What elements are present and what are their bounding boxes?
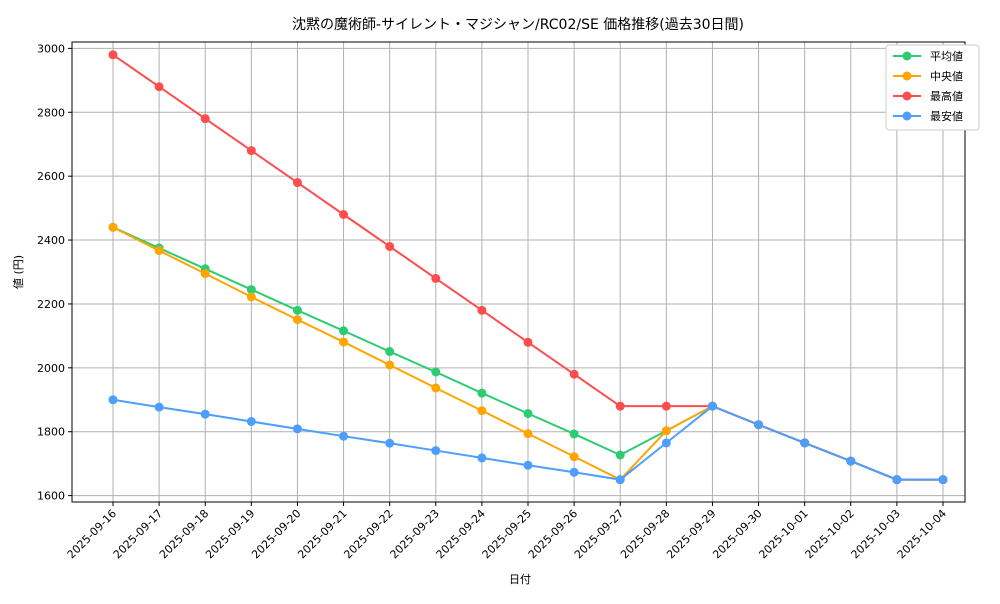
y-tick-label: 2800 (37, 106, 65, 119)
data-point (477, 453, 487, 463)
data-point (292, 178, 302, 188)
data-point (846, 456, 856, 466)
y-tick-label: 3000 (37, 42, 65, 55)
series-3 (108, 395, 948, 485)
data-point (339, 337, 349, 347)
data-point (246, 146, 256, 156)
data-point (615, 401, 625, 411)
data-point (569, 452, 579, 462)
data-point (477, 406, 487, 416)
data-point (477, 305, 487, 315)
data-point (154, 82, 164, 92)
y-tick-label: 2200 (37, 298, 65, 311)
data-point (431, 273, 441, 283)
data-point (569, 467, 579, 477)
legend-marker (902, 51, 912, 61)
data-point (292, 424, 302, 434)
data-point (385, 438, 395, 448)
data-point (108, 222, 118, 232)
legend-marker (902, 91, 912, 101)
y-tick-label: 1800 (37, 426, 65, 439)
data-point (200, 114, 210, 124)
y-tick-label: 2600 (37, 170, 65, 183)
data-point (661, 438, 671, 448)
data-point (200, 409, 210, 419)
legend-label: 最安値 (930, 109, 963, 123)
data-point (385, 347, 395, 357)
data-point (523, 409, 533, 419)
data-point (523, 337, 533, 347)
data-point (615, 475, 625, 485)
legend-label: 最高値 (930, 89, 963, 103)
legend-box (885, 44, 980, 131)
data-point (754, 420, 764, 430)
data-point (246, 292, 256, 302)
plot-frame (71, 41, 966, 503)
data-point (200, 269, 210, 279)
data-point (569, 369, 579, 379)
y-tick-label: 1600 (37, 490, 65, 503)
x-tick-label: 2025-10-04 (895, 507, 949, 561)
data-point (523, 460, 533, 470)
data-point (154, 246, 164, 256)
y-axis-label: 値 (円) (12, 255, 25, 289)
x-axis-label: 日付 (509, 573, 531, 586)
data-point (246, 285, 256, 295)
data-point (108, 50, 118, 60)
data-point (477, 388, 487, 398)
chart-title: 沈黙の魔術師-サイレント・マジシャン/RC02/SE 価格推移(過去30日間) (292, 17, 744, 33)
data-point (892, 475, 902, 485)
data-point (523, 429, 533, 439)
data-point (292, 305, 302, 315)
data-point (431, 446, 441, 456)
data-point (661, 426, 671, 436)
data-point (385, 360, 395, 370)
data-point (339, 431, 349, 441)
data-point (661, 401, 671, 411)
data-point (108, 395, 118, 405)
legend-marker (902, 71, 912, 81)
legend-label: 中央値 (930, 70, 963, 83)
data-point (800, 438, 810, 448)
data-point (615, 450, 625, 460)
data-point (707, 401, 717, 411)
data-point (431, 383, 441, 393)
data-point (431, 367, 441, 377)
data-point (154, 402, 164, 412)
data-point (938, 475, 948, 485)
data-point (292, 315, 302, 325)
y-tick-label: 2400 (37, 234, 65, 247)
legend-marker (902, 111, 912, 121)
data-point (569, 429, 579, 439)
data-point (339, 326, 349, 336)
data-point (339, 210, 349, 219)
data-point (385, 241, 395, 251)
data-point (246, 417, 256, 426)
y-tick-label: 2000 (37, 362, 65, 375)
legend-label: 平均値 (930, 50, 963, 63)
